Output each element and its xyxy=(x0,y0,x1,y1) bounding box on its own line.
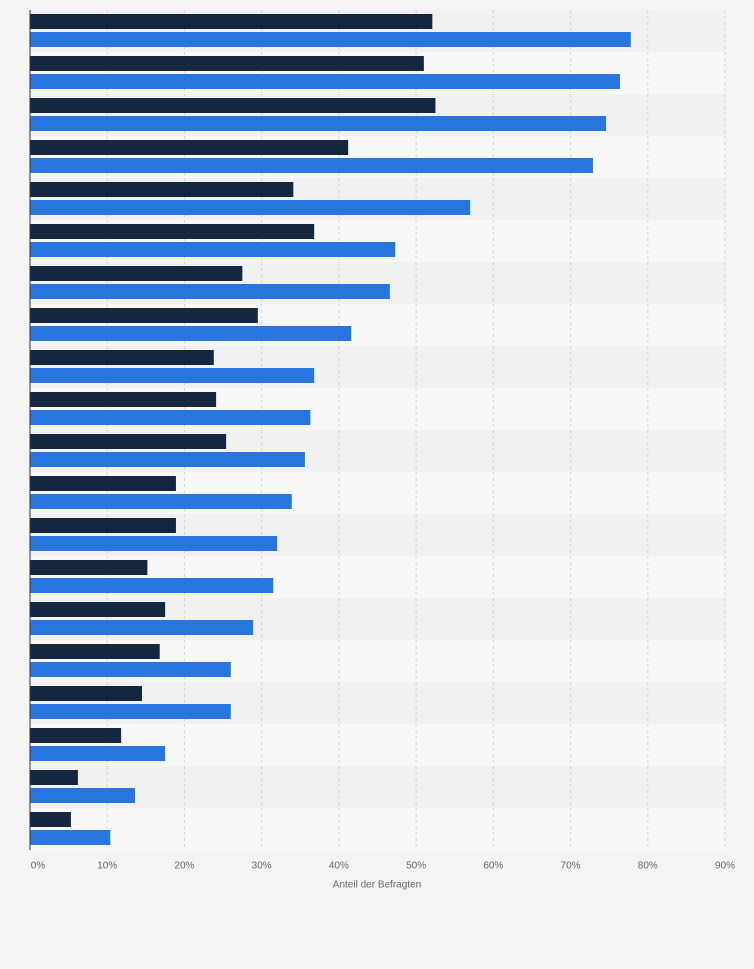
bar xyxy=(30,116,607,131)
bar xyxy=(30,308,258,323)
bar xyxy=(30,98,436,113)
bar xyxy=(30,368,315,383)
bar xyxy=(30,452,305,467)
x-tick-label: 70% xyxy=(561,861,581,872)
x-tick-label: 10% xyxy=(97,861,117,872)
bar xyxy=(30,224,315,239)
bar xyxy=(30,662,231,677)
bar xyxy=(30,350,214,365)
x-tick-label: 40% xyxy=(329,861,349,872)
bar xyxy=(30,14,433,29)
bar xyxy=(30,830,111,845)
bar xyxy=(30,392,217,407)
row-stripe xyxy=(30,808,725,850)
x-axis-label: Anteil der Befragten xyxy=(333,880,421,891)
bar xyxy=(30,746,166,761)
bar xyxy=(30,578,274,593)
bar xyxy=(30,536,278,551)
x-tick-label: 80% xyxy=(638,861,658,872)
bar xyxy=(30,266,243,281)
bar xyxy=(30,284,390,299)
bar xyxy=(30,32,631,47)
bar xyxy=(30,200,471,215)
bar xyxy=(30,770,78,785)
bar xyxy=(30,812,71,827)
x-tick-label: 60% xyxy=(483,861,503,872)
bar xyxy=(30,56,424,71)
bar xyxy=(30,242,396,257)
bar xyxy=(30,494,292,509)
bar xyxy=(30,140,349,155)
x-tick-label: 30% xyxy=(252,861,272,872)
bar xyxy=(30,74,620,89)
bar xyxy=(30,158,593,173)
bar xyxy=(30,704,231,719)
bar xyxy=(30,476,176,491)
x-tick-label: 90% xyxy=(715,861,735,872)
bar xyxy=(30,560,148,575)
bar xyxy=(30,182,294,197)
bar xyxy=(30,410,311,425)
bar xyxy=(30,788,136,803)
x-tick-label: 20% xyxy=(174,861,194,872)
bar xyxy=(30,518,176,533)
bar xyxy=(30,620,254,635)
bar xyxy=(30,434,227,449)
bar xyxy=(30,728,122,743)
x-tick-label: 0% xyxy=(31,861,46,872)
bar xyxy=(30,686,142,701)
bar xyxy=(30,602,166,617)
x-tick-label: 50% xyxy=(406,861,426,872)
row-stripe xyxy=(30,766,725,808)
bar xyxy=(30,326,352,341)
bar xyxy=(30,644,160,659)
